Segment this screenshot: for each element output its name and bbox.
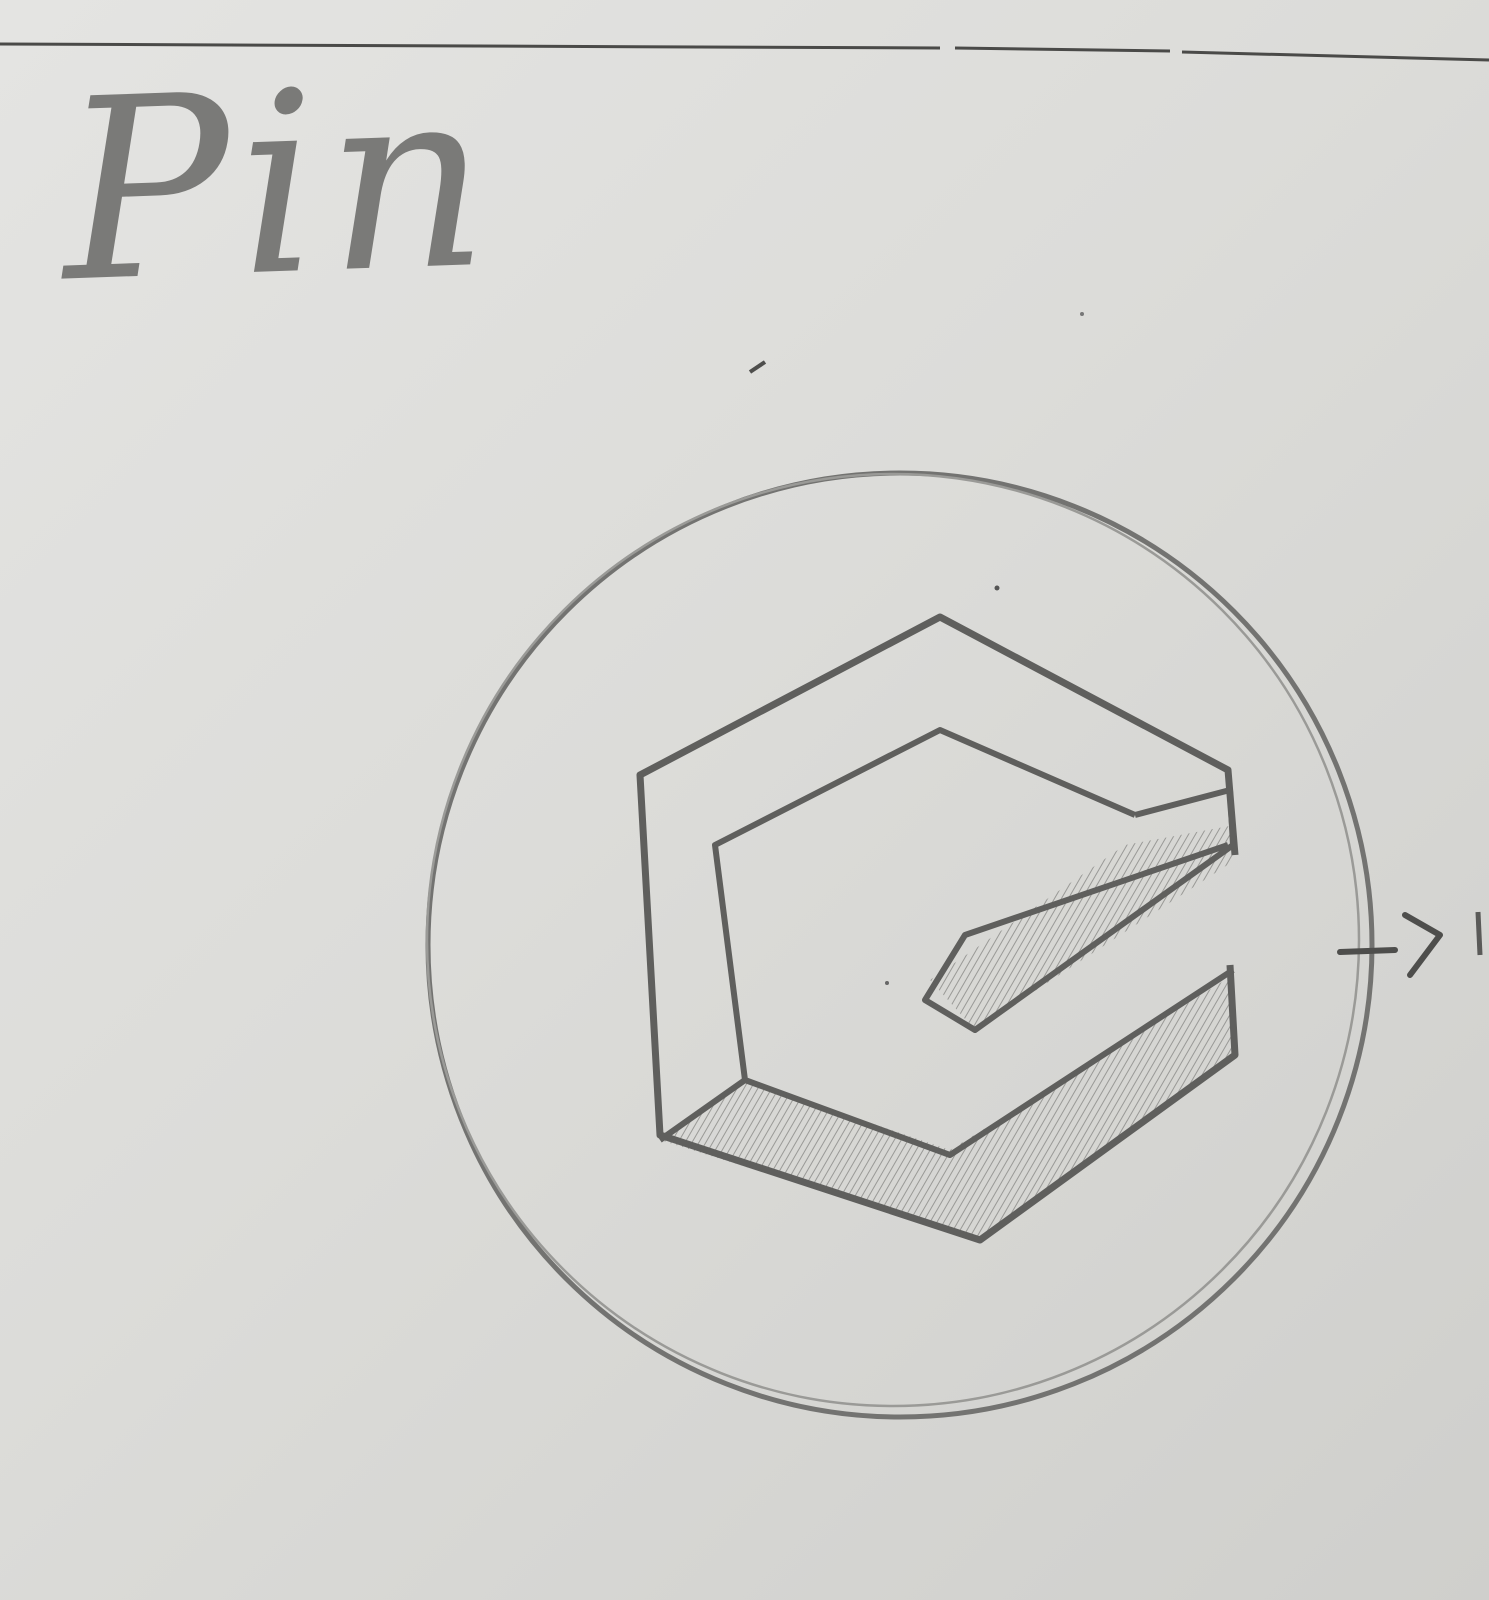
- pencil-tick: [748, 360, 767, 374]
- outer-hexagon-c: [636, 613, 1239, 1244]
- pencil-dot: [994, 585, 1000, 591]
- outer-circle-echo: [425, 472, 1361, 1408]
- pencil-dot: [885, 981, 889, 985]
- arrow-mark: [1475, 911, 1483, 956]
- arrow-icon: [1337, 912, 1443, 978]
- pencil-dot: [1080, 312, 1084, 316]
- inner-hexagon-c: [712, 727, 1235, 1158]
- bottom-edge: [658, 1077, 747, 1143]
- shade-arm-face: [930, 825, 1235, 1030]
- shade-bottom-face: [660, 975, 1233, 1240]
- top-rule-line: [0, 42, 1489, 62]
- c-arm: [922, 787, 1236, 1033]
